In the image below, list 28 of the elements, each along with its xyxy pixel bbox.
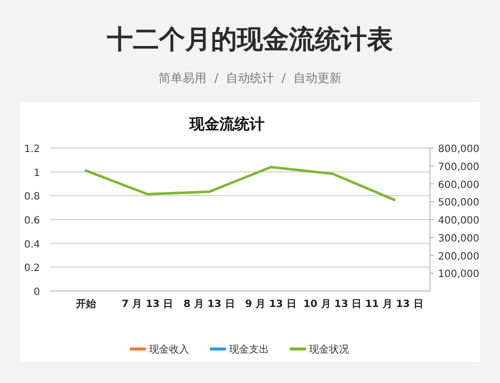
x-tick-label: 开始 bbox=[74, 298, 97, 310]
y2-tick-label: 100,000 bbox=[438, 269, 480, 280]
y2-tick-label: 500,000 bbox=[438, 198, 480, 209]
y2-tick-label: 600,000 bbox=[438, 180, 480, 191]
legend-label: 现金状况 bbox=[309, 344, 349, 356]
y-tick-label: 0.2 bbox=[24, 263, 40, 274]
x-tick-label: 9 月 13 日 bbox=[245, 299, 297, 310]
legend-label: 现金收入 bbox=[149, 344, 189, 356]
y2-tick-label: 400,000 bbox=[438, 216, 480, 226]
x-tick-label: 11 月 13 日 bbox=[365, 299, 424, 310]
y-tick-label: 1 bbox=[34, 168, 40, 179]
x-tick-label: 8 月 13 日 bbox=[183, 299, 235, 310]
x-tick-label: 7 月 13 日 bbox=[122, 299, 174, 310]
text: 简单易用 / 自动统计 / 自动更新 bbox=[158, 71, 342, 85]
y-tick-label: 0 bbox=[34, 287, 40, 298]
line-series bbox=[84, 166, 396, 202]
y2-tick-label: 700,000 bbox=[438, 162, 480, 173]
text: 十二个月的现金流统计表 bbox=[106, 25, 393, 55]
legend-label: 现金支出 bbox=[229, 344, 269, 356]
x-tick-label: 10 月 13 日 bbox=[303, 299, 362, 310]
chart-title: 现金流统计 bbox=[188, 115, 264, 133]
y-tick-label: 1.2 bbox=[24, 144, 40, 155]
y2-tick-label: 800,000 bbox=[438, 144, 480, 155]
y-tick-label: 0.6 bbox=[24, 216, 40, 226]
y-tick-label: 0.4 bbox=[24, 239, 40, 250]
y-tick-label: 0.8 bbox=[24, 192, 40, 203]
y2-tick-label: 200,000 bbox=[438, 251, 480, 262]
y2-tick-label: 300,000 bbox=[438, 233, 480, 244]
